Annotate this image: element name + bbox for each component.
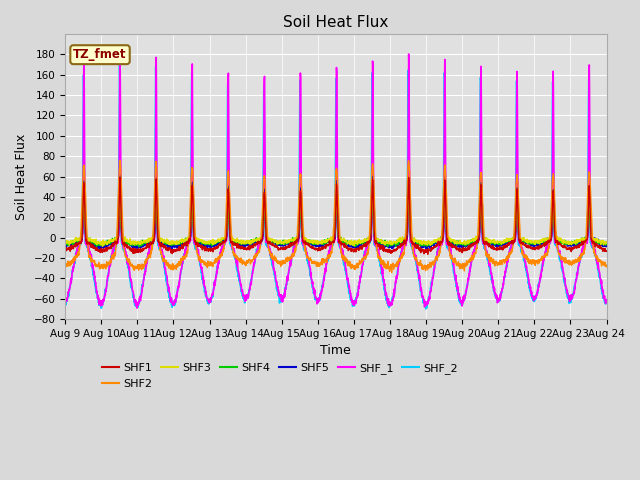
SHF4 xyxy=(493,241,501,247)
Line: SHF_1: SHF_1 xyxy=(65,54,607,308)
SHF2 xyxy=(603,263,611,268)
SHF2 xyxy=(116,157,124,163)
SHF2 xyxy=(352,263,360,268)
SHF5 xyxy=(212,240,220,246)
SHF3 xyxy=(603,239,611,244)
SHF_1 xyxy=(405,51,413,57)
SHF3 xyxy=(493,238,501,244)
SHF_2 xyxy=(493,299,501,305)
X-axis label: Time: Time xyxy=(321,344,351,357)
SHF4 xyxy=(116,196,124,202)
SHF_2 xyxy=(556,252,563,258)
SHF_1 xyxy=(133,305,141,311)
SHF3 xyxy=(570,240,578,246)
SHF1 xyxy=(405,175,413,180)
SHF4 xyxy=(364,236,371,241)
SHF5 xyxy=(493,242,501,248)
SHF_1 xyxy=(556,250,563,255)
Line: SHF3: SHF3 xyxy=(65,188,607,246)
SHF5 xyxy=(364,239,371,245)
SHF1 xyxy=(351,247,359,253)
SHF_2 xyxy=(61,303,69,309)
SHF4 xyxy=(61,241,69,247)
Line: SHF4: SHF4 xyxy=(65,199,607,247)
SHF1 xyxy=(424,252,431,257)
SHF5 xyxy=(603,243,611,249)
SHF3 xyxy=(99,243,106,249)
SHF2 xyxy=(556,252,563,257)
Line: SHF1: SHF1 xyxy=(65,178,607,254)
SHF4 xyxy=(603,240,611,246)
SHF1 xyxy=(603,249,611,254)
SHF_2 xyxy=(116,61,124,67)
Text: TZ_fmet: TZ_fmet xyxy=(73,48,127,61)
SHF1 xyxy=(212,245,220,251)
SHF5 xyxy=(570,242,578,248)
SHF_2 xyxy=(603,299,611,304)
SHF1 xyxy=(364,242,371,248)
SHF4 xyxy=(352,241,360,247)
SHF_1 xyxy=(212,273,220,279)
SHF2 xyxy=(364,252,371,258)
SHF_2 xyxy=(570,286,578,291)
SHF_2 xyxy=(364,245,371,251)
SHF_1 xyxy=(570,290,578,296)
SHF3 xyxy=(116,185,124,191)
SHF3 xyxy=(556,235,563,240)
Y-axis label: Soil Heat Flux: Soil Heat Flux xyxy=(15,133,28,220)
SHF3 xyxy=(212,240,220,245)
SHF_1 xyxy=(603,299,611,304)
SHF_1 xyxy=(61,301,69,307)
SHF_1 xyxy=(364,240,371,246)
SHF1 xyxy=(493,247,501,252)
SHF_2 xyxy=(352,299,360,305)
SHF3 xyxy=(364,237,371,242)
SHF2 xyxy=(570,261,578,266)
SHF1 xyxy=(556,240,563,245)
SHF_2 xyxy=(212,273,220,278)
SHF2 xyxy=(493,263,501,268)
SHF4 xyxy=(135,244,143,250)
SHF2 xyxy=(61,264,69,269)
Line: SHF_2: SHF_2 xyxy=(65,64,607,309)
SHF4 xyxy=(570,240,578,246)
SHF_1 xyxy=(493,300,501,306)
SHF_2 xyxy=(422,306,429,312)
Line: SHF2: SHF2 xyxy=(65,160,607,273)
SHF3 xyxy=(61,239,69,245)
SHF4 xyxy=(212,239,220,244)
Legend: SHF1, SHF2, SHF3, SHF4, SHF5, SHF_1, SHF_2: SHF1, SHF2, SHF3, SHF4, SHF5, SHF_1, SHF… xyxy=(98,359,463,393)
Title: Soil Heat Flux: Soil Heat Flux xyxy=(283,15,388,30)
SHF1 xyxy=(61,245,69,251)
SHF5 xyxy=(116,173,124,179)
SHF5 xyxy=(352,242,360,248)
SHF_1 xyxy=(352,298,360,304)
SHF4 xyxy=(556,237,563,243)
SHF5 xyxy=(97,247,104,252)
Line: SHF5: SHF5 xyxy=(65,176,607,250)
SHF3 xyxy=(352,240,360,246)
SHF5 xyxy=(556,237,563,243)
SHF2 xyxy=(212,256,220,262)
SHF1 xyxy=(570,244,578,250)
SHF5 xyxy=(61,244,69,250)
SHF2 xyxy=(388,270,396,276)
